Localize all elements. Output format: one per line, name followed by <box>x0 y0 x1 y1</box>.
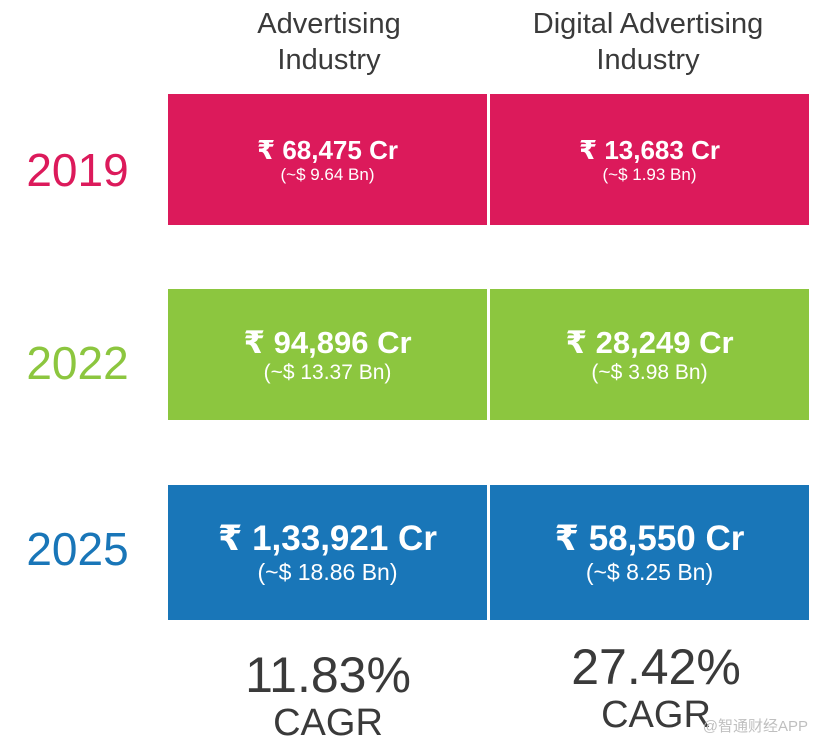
year-label-2019: 2019 <box>26 144 129 196</box>
cagr-digital: 27.42% CAGR <box>496 640 816 736</box>
cell-2025-digital: ₹ 58,550 Cr (~$ 8.25 Bn) <box>490 485 809 620</box>
column-header-advertising: Advertising Industry <box>169 6 489 78</box>
cagr-advertising: 11.83% CAGR <box>168 648 488 744</box>
column-header-digital-advertising: Digital Advertising Industry <box>488 6 808 78</box>
usd-value: (~$ 13.37 Bn) <box>263 360 392 384</box>
inr-value: ₹ 13,683 Cr <box>579 134 720 165</box>
cell-2022-digital: ₹ 28,249 Cr (~$ 3.98 Bn) <box>490 289 809 420</box>
cell-2019-digital: ₹ 13,683 Cr (~$ 1.93 Bn) <box>490 94 809 225</box>
usd-value: (~$ 1.93 Bn) <box>602 164 697 184</box>
column-header-line: Industry <box>277 44 381 76</box>
cagr-label: CAGR <box>601 694 711 736</box>
column-header-line: Advertising <box>257 8 401 40</box>
watermark: @智通财经APP <box>702 718 808 735</box>
usd-value: (~$ 3.98 Bn) <box>591 360 708 384</box>
cell-2025-advertising: ₹ 1,33,921 Cr (~$ 18.86 Bn) <box>168 485 487 620</box>
year-label-2025: 2025 <box>26 523 129 575</box>
inr-value: ₹ 94,896 Cr <box>243 324 412 360</box>
year-label-2022: 2022 <box>26 337 129 389</box>
cell-2019-advertising: ₹ 68,475 Cr (~$ 9.64 Bn) <box>168 94 487 225</box>
inr-value: ₹ 58,550 Cr <box>554 519 745 558</box>
usd-value: (~$ 8.25 Bn) <box>585 559 714 585</box>
cagr-value: 27.42% <box>571 639 741 695</box>
cagr-value: 11.83% <box>245 647 411 703</box>
inr-value: ₹ 68,475 Cr <box>257 134 398 165</box>
usd-value: (~$ 9.64 Bn) <box>280 164 375 184</box>
inr-value: ₹ 1,33,921 Cr <box>218 519 437 558</box>
usd-value: (~$ 18.86 Bn) <box>257 559 398 585</box>
cagr-label: CAGR <box>273 702 383 744</box>
inr-value: ₹ 28,249 Cr <box>565 324 734 360</box>
cell-2022-advertising: ₹ 94,896 Cr (~$ 13.37 Bn) <box>168 289 487 420</box>
column-header-line: Digital Advertising <box>532 8 764 40</box>
column-header-line: Industry <box>596 44 700 76</box>
